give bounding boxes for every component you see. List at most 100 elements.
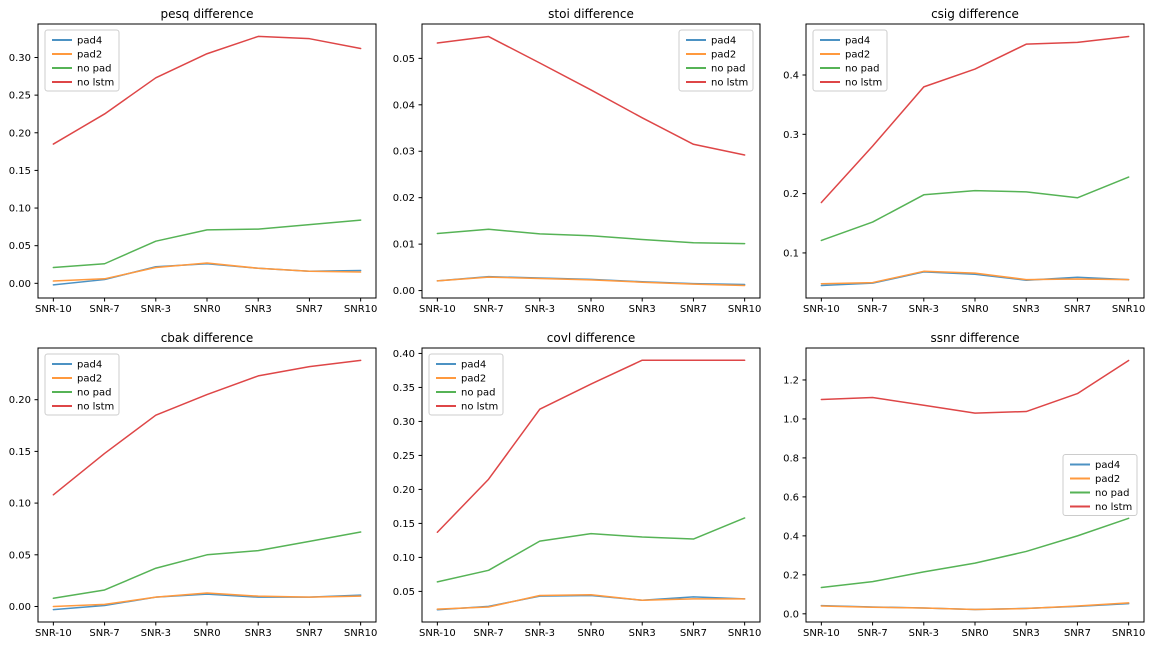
series-line-no-pad	[820, 176, 1130, 242]
chart-title: pesq difference	[161, 7, 254, 21]
x-tick-label: SNR-7	[89, 628, 119, 639]
x-tick-label: SNR-3	[141, 628, 171, 639]
legend-label-no-lstm: no lstm	[845, 78, 882, 89]
y-tick-label: 0.15	[393, 519, 415, 530]
x-tick-label: SNR0	[961, 628, 988, 639]
x-tick-label: SNR-10	[803, 304, 840, 315]
y-tick-label: 0.3	[783, 130, 799, 141]
x-tick-label: SNR7	[1064, 304, 1091, 315]
x-tick-label: SNR-10	[419, 304, 456, 315]
subplot-ssnr-difference: 0.0 0.2 0.4 0.6 0.8 1.0 1.2 SNR-10 SNR-7 SNR-3 SNR…	[768, 324, 1152, 648]
x-tick-label: SNR-10	[35, 628, 72, 639]
x-tick-label: SNR-7	[857, 628, 887, 639]
series-line-pad2	[820, 602, 1130, 611]
subplot-cbak-difference: 0.00 0.05 0.10 0.15 0.20 SNR-10 SNR-7 SNR-3 SNR0…	[0, 324, 384, 648]
series-line-no-lstm	[820, 359, 1130, 414]
subplot-covl-difference: 0.05 0.10 0.15 0.20 0.25 0.30 0.35 0.40 SNR-10 SN…	[384, 324, 768, 648]
x-tick-label: SNR-3	[909, 304, 939, 315]
legend-label-pad4: pad4	[845, 36, 870, 47]
y-tick-label: 0.8	[783, 453, 799, 464]
x-tick-label: SNR-3	[141, 304, 171, 315]
chart-title: ssnr difference	[930, 331, 1019, 345]
y-tick-label: 0.00	[393, 286, 415, 297]
series-line-no-pad	[52, 531, 362, 599]
x-tick-label: SNR3	[629, 304, 656, 315]
x-tick-label: SNR3	[245, 304, 272, 315]
x-tick-label: SNR3	[1013, 304, 1040, 315]
series-line-pad2	[436, 594, 746, 610]
series-line-pad2	[436, 276, 746, 287]
legend: pad4 pad2 no pad no lstm	[812, 29, 888, 92]
x-tick-label: SNR-10	[35, 304, 72, 315]
series-line-pad4	[52, 263, 362, 286]
legend: pad4 pad2 no pad no lstm	[44, 29, 120, 92]
series-line-no-pad	[820, 517, 1130, 589]
y-tick-label: 0.2	[783, 189, 799, 200]
chart-title: csig difference	[931, 7, 1019, 21]
chart-svg-stoi: 0.00 0.01 0.02 0.03 0.04 0.05 SNR-10 SNR-7 SNR-3…	[393, 7, 762, 315]
y-tick-label: 0.15	[9, 166, 31, 177]
legend-label-no-pad: no pad	[461, 388, 495, 399]
legend-label-pad4: pad4	[77, 36, 102, 47]
chart-title: stoi difference	[548, 7, 634, 21]
legend-label-no-lstm: no lstm	[77, 78, 114, 89]
y-tick-label: 0.00	[9, 602, 31, 613]
series-line-pad2	[52, 262, 362, 282]
legend: pad4 pad2 no pad no lstm	[428, 353, 504, 416]
legend: pad4 pad2 no pad no lstm	[1062, 454, 1138, 516]
legend: pad4 pad2 no pad no lstm	[678, 29, 754, 92]
chart-svg-ssnr: 0.0 0.2 0.4 0.6 0.8 1.0 1.2 SNR-10 SNR-7 SNR-3 SNR…	[783, 331, 1146, 639]
chart-title: covl difference	[547, 331, 635, 345]
legend: pad4 pad2 no pad no lstm	[44, 353, 120, 416]
legend-label-no-pad: no pad	[77, 388, 111, 399]
x-tick-label: SNR7	[296, 304, 323, 315]
x-tick-label: SNR0	[577, 628, 604, 639]
x-tick-label: SNR3	[629, 628, 656, 639]
legend-label-no-lstm: no lstm	[1095, 502, 1132, 513]
x-tick-label: SNR7	[680, 304, 707, 315]
legend-label-pad2: pad2	[77, 50, 102, 61]
series-line-no-lstm	[436, 35, 746, 156]
legend-label-pad4: pad4	[461, 360, 486, 371]
x-tick-label: SNR-3	[525, 628, 555, 639]
legend-box	[44, 353, 120, 416]
legend-label-no-pad: no pad	[845, 64, 879, 75]
x-tick-label: SNR10	[1112, 628, 1146, 639]
y-tick-label: 0.10	[9, 499, 31, 510]
series-line-pad2	[52, 592, 362, 608]
x-tick-label: SNR7	[680, 628, 707, 639]
chart-svg-covl: 0.05 0.10 0.15 0.20 0.25 0.30 0.35 0.40 SNR-10 SN…	[393, 331, 762, 639]
legend-label-no-lstm: no lstm	[77, 402, 114, 413]
legend-label-pad4: pad4	[77, 360, 102, 371]
y-tick-label: 0.30	[393, 417, 415, 428]
legend-label-no-lstm: no lstm	[711, 78, 748, 89]
y-tick-label: 0.0	[783, 609, 799, 620]
legend-box	[678, 29, 754, 92]
subplot-pesq-difference: 0.00 0.05 0.10 0.15 0.20 0.25 0.30 SNR-10 SNR-7 S…	[0, 0, 384, 324]
y-tick-label: 0.20	[9, 395, 31, 406]
legend-label-pad4: pad4	[711, 36, 736, 47]
legend-label-pad2: pad2	[461, 374, 486, 385]
y-tick-label: 0.02	[393, 193, 415, 204]
chart-svg-cbak: 0.00 0.05 0.10 0.15 0.20 SNR-10 SNR-7 SNR-3 SNR0…	[9, 331, 378, 639]
legend-label-no-pad: no pad	[77, 64, 111, 75]
y-tick-label: 0.10	[9, 204, 31, 215]
x-tick-label: SNR-7	[857, 304, 887, 315]
chart-svg-csig: 0.1 0.2 0.3 0.4 SNR-10 SNR-7 SNR-3 SNR0 SNR3 SNR7…	[783, 7, 1145, 315]
legend-label-no-lstm: no lstm	[461, 402, 498, 413]
x-tick-label: SNR10	[728, 304, 762, 315]
legend-box	[1062, 454, 1138, 516]
series-line-no-lstm	[52, 35, 362, 145]
chart-svg-pesq: 0.00 0.05 0.10 0.15 0.20 0.25 0.30 SNR-10 SNR-7 S…	[9, 7, 378, 315]
x-tick-label: SNR3	[245, 628, 272, 639]
y-tick-label: 0.10	[393, 553, 415, 564]
x-tick-label: SNR-3	[909, 628, 939, 639]
legend-label-pad4: pad4	[1095, 460, 1120, 471]
legend-label-pad2: pad2	[711, 50, 736, 61]
y-tick-label: 0.2	[783, 570, 799, 581]
legend-box	[812, 29, 888, 92]
y-tick-label: 0.35	[393, 383, 415, 394]
y-tick-label: 0.25	[9, 91, 31, 102]
y-tick-label: 0.00	[9, 279, 31, 290]
